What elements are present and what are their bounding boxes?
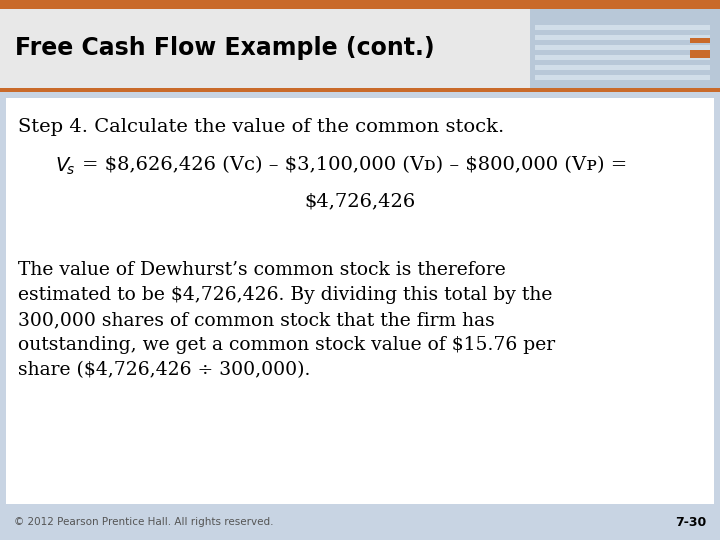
Bar — [690, 50, 710, 58]
Text: The value of Dewhurst’s common stock is therefore
estimated to be $4,726,426. By: The value of Dewhurst’s common stock is … — [18, 261, 555, 379]
Bar — [535, 35, 710, 40]
Bar — [0, 9, 720, 88]
Bar — [0, 0, 720, 9]
Bar — [6, 98, 714, 504]
Text: Step 4. Calculate the value of the common stock.: Step 4. Calculate the value of the commo… — [18, 118, 504, 136]
Bar — [535, 45, 710, 50]
Bar — [530, 9, 720, 88]
Text: © 2012 Pearson Prentice Hall. All rights reserved.: © 2012 Pearson Prentice Hall. All rights… — [14, 517, 274, 527]
Text: $\it{V}_{\!\it{s}}$: $\it{V}_{\!\it{s}}$ — [55, 156, 75, 177]
Bar — [535, 25, 710, 30]
Bar — [535, 75, 710, 80]
Bar — [0, 88, 720, 92]
Text: = $8,626,426 (Vᴄ) – $3,100,000 (Vᴅ) – $800,000 (Vᴘ) =: = $8,626,426 (Vᴄ) – $3,100,000 (Vᴅ) – $8… — [82, 156, 627, 174]
Text: Free Cash Flow Example (cont.): Free Cash Flow Example (cont.) — [15, 37, 435, 60]
Text: 7-30: 7-30 — [675, 516, 706, 529]
Bar — [535, 55, 710, 60]
Text: $4,726,426: $4,726,426 — [305, 192, 415, 210]
Bar — [690, 38, 710, 43]
Bar — [535, 65, 710, 70]
